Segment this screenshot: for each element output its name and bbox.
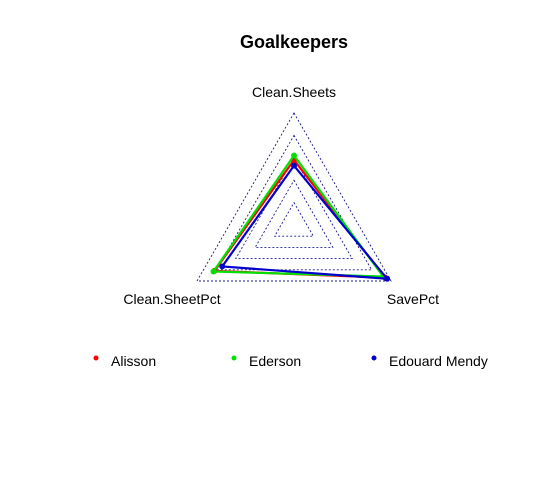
grid-ring-3 bbox=[235, 156, 353, 260]
series-line-alisson bbox=[212, 158, 388, 279]
grid-ring-2 bbox=[254, 179, 334, 248]
legend-label-ederson: Ederson bbox=[249, 353, 301, 369]
point-edouard-mendy-clean-sheets bbox=[291, 162, 297, 169]
radar-grid bbox=[196, 112, 392, 282]
grid-ring-4 bbox=[215, 134, 373, 271]
legend-marker-alisson bbox=[93, 355, 99, 361]
chart-title: Goalkeepers bbox=[240, 32, 348, 52]
radar-series bbox=[210, 152, 391, 282]
series-line-edouard-mendy bbox=[220, 163, 390, 281]
axis-label-clean-sheetpct: Clean.SheetPct bbox=[123, 291, 220, 307]
legend-marker-ederson bbox=[231, 355, 237, 361]
axis-label-clean-sheets: Clean.Sheets bbox=[252, 84, 336, 100]
point-edouard-mendy-savepct bbox=[384, 275, 391, 282]
legend-marker-edouard-mendy bbox=[371, 355, 377, 361]
legend: Alisson Ederson Edouard Mendy bbox=[93, 353, 488, 369]
series-line-ederson bbox=[211, 153, 386, 278]
grid-ring-1 bbox=[273, 201, 315, 237]
legend-label-edouard-mendy: Edouard Mendy bbox=[389, 353, 488, 369]
legend-label-alisson: Alisson bbox=[111, 353, 156, 369]
grid-ring-5 bbox=[196, 112, 392, 282]
point-edouard-mendy-clean-sheetpct bbox=[219, 263, 226, 270]
axis-label-savepct: SavePct bbox=[387, 291, 439, 307]
point-ederson-clean-sheetpct bbox=[210, 268, 217, 275]
point-ederson-clean-sheets bbox=[291, 152, 297, 159]
